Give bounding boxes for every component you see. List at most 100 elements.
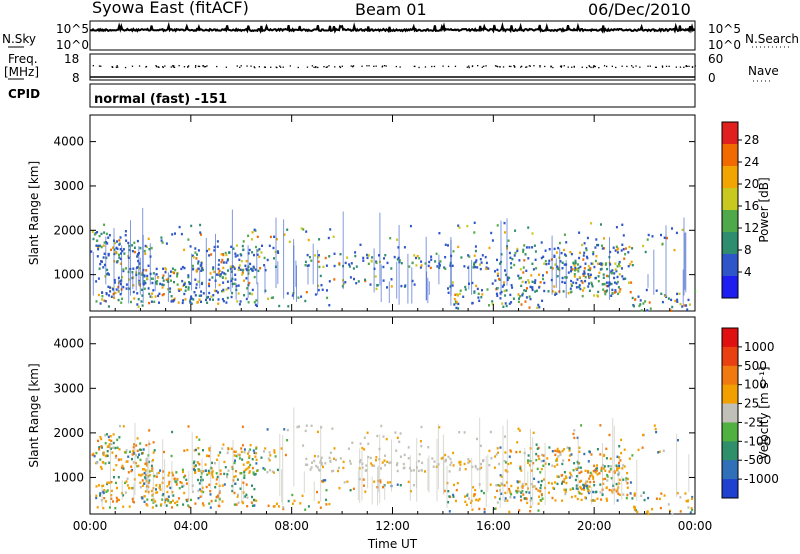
data-cell bbox=[641, 446, 644, 449]
data-cell bbox=[571, 487, 574, 490]
data-cell bbox=[496, 224, 499, 227]
data-cell bbox=[396, 258, 399, 261]
data-streak bbox=[283, 219, 285, 299]
cpid-value: normal (fast) -151 bbox=[94, 92, 228, 107]
data-cell bbox=[313, 459, 316, 463]
data-cell bbox=[100, 445, 103, 448]
data-cell bbox=[686, 308, 689, 311]
data-cell bbox=[161, 241, 164, 244]
data-cell bbox=[197, 497, 200, 500]
data-cell bbox=[202, 490, 205, 494]
data-cell bbox=[647, 512, 650, 516]
data-cell bbox=[126, 484, 129, 487]
data-cell bbox=[489, 430, 492, 434]
data-cell bbox=[195, 269, 198, 272]
data-cell bbox=[220, 253, 223, 256]
data-cell bbox=[346, 480, 349, 483]
nave-point bbox=[594, 65, 596, 68]
nave-point bbox=[683, 66, 685, 68]
data-cell bbox=[581, 243, 584, 247]
data-streak bbox=[530, 428, 531, 507]
data-cell bbox=[616, 251, 619, 254]
data-cell bbox=[304, 264, 307, 267]
data-streak bbox=[231, 209, 233, 288]
data-cell bbox=[143, 468, 146, 471]
nave-point bbox=[385, 65, 387, 67]
data-cell bbox=[299, 502, 302, 505]
data-cell bbox=[676, 492, 679, 495]
data-cell bbox=[545, 263, 548, 266]
data-cell bbox=[248, 281, 251, 285]
data-cell bbox=[225, 475, 228, 479]
nsearch-label: N.Search bbox=[745, 32, 800, 46]
data-cell bbox=[130, 300, 132, 304]
data-cell bbox=[301, 494, 304, 497]
data-streak bbox=[296, 265, 297, 302]
data-cell bbox=[200, 290, 203, 293]
data-cell bbox=[388, 461, 391, 465]
data-cell bbox=[231, 465, 234, 469]
nave-point bbox=[253, 66, 255, 68]
data-cell bbox=[105, 232, 108, 236]
data-cell bbox=[589, 450, 591, 454]
data-cell bbox=[456, 482, 459, 485]
data-cell bbox=[234, 482, 237, 485]
data-cell bbox=[417, 469, 420, 473]
data-cell bbox=[642, 433, 644, 437]
data-cell bbox=[509, 449, 512, 452]
nave-point bbox=[155, 65, 157, 67]
data-cell bbox=[564, 492, 567, 496]
data-streak bbox=[442, 434, 444, 495]
data-cell bbox=[554, 453, 557, 457]
data-cell bbox=[127, 241, 130, 245]
data-cell bbox=[573, 462, 576, 465]
data-cell bbox=[131, 497, 134, 501]
data-cell bbox=[458, 226, 461, 229]
data-streak bbox=[559, 248, 561, 294]
data-cell bbox=[603, 453, 606, 457]
data-cell bbox=[120, 252, 122, 255]
data-cell bbox=[538, 286, 541, 289]
data-cell bbox=[436, 265, 439, 268]
data-cell bbox=[247, 452, 249, 455]
data-cell bbox=[159, 282, 162, 286]
data-cell bbox=[412, 484, 415, 487]
nave-point bbox=[494, 65, 497, 67]
data-cell bbox=[467, 266, 470, 269]
data-cell bbox=[590, 453, 593, 456]
data-cell bbox=[322, 465, 324, 469]
data-cell bbox=[444, 453, 447, 457]
data-cell bbox=[556, 450, 559, 453]
data-cell bbox=[114, 456, 117, 459]
data-streak bbox=[121, 480, 123, 500]
data-cell bbox=[282, 507, 285, 511]
data-cell bbox=[216, 273, 218, 276]
data-cell bbox=[112, 246, 114, 249]
data-cell bbox=[96, 246, 99, 249]
data-cell bbox=[383, 257, 385, 260]
data-cell bbox=[474, 265, 477, 269]
data-cell bbox=[227, 269, 229, 272]
data-cell bbox=[95, 494, 98, 497]
data-cell bbox=[200, 261, 203, 265]
data-cell bbox=[616, 280, 619, 284]
data-cell bbox=[411, 261, 414, 265]
data-cell bbox=[694, 290, 697, 293]
data-cell bbox=[199, 488, 201, 491]
data-cell bbox=[147, 237, 150, 240]
data-cell bbox=[260, 251, 263, 254]
data-cell bbox=[306, 264, 309, 268]
data-cell bbox=[122, 425, 125, 428]
data-cell bbox=[505, 304, 508, 308]
data-cell bbox=[379, 479, 382, 482]
data-streak bbox=[128, 244, 130, 304]
data-cell bbox=[357, 280, 360, 283]
data-streak bbox=[164, 459, 166, 506]
data-cell bbox=[144, 490, 147, 493]
data-cell bbox=[593, 294, 596, 297]
data-cell bbox=[585, 484, 588, 488]
data-cell bbox=[103, 263, 106, 267]
data-cell bbox=[557, 246, 560, 250]
data-cell bbox=[241, 244, 244, 248]
data-cell bbox=[430, 258, 433, 261]
